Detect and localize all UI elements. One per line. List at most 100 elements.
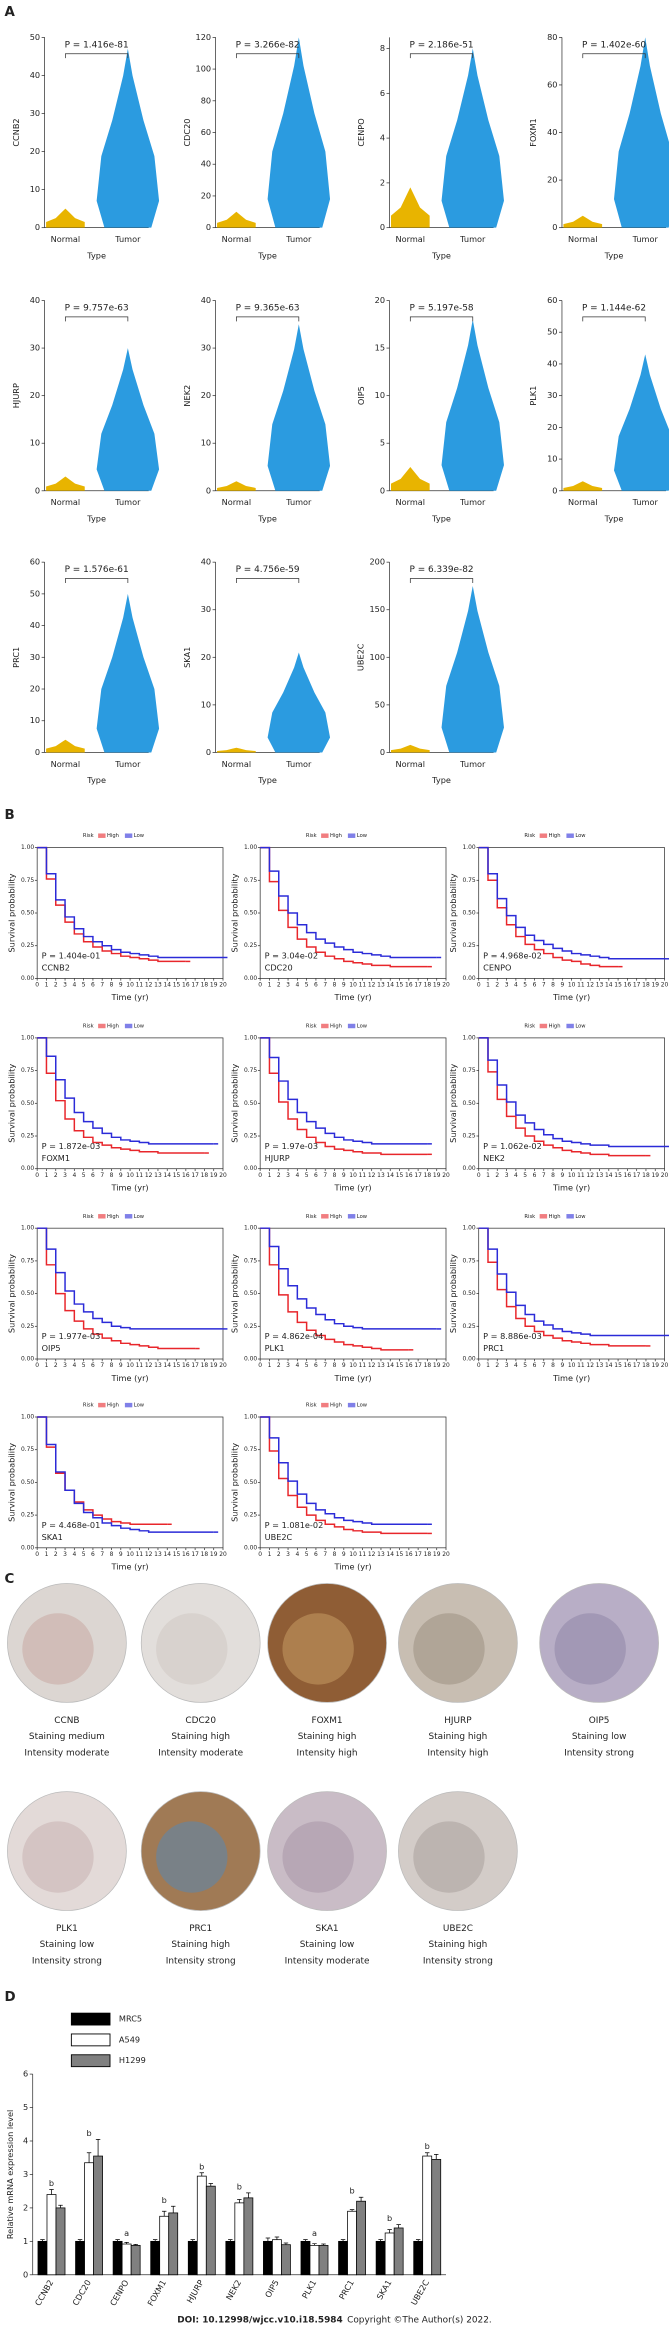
x-tick-label: 4	[72, 1362, 76, 1369]
x-tick-label: 1	[45, 1362, 49, 1369]
x-tick-label: 10	[568, 1172, 576, 1179]
survival-curve	[478, 1227, 665, 1337]
y-tick-label: 20	[375, 295, 385, 305]
x-tick-label: 17	[414, 1172, 422, 1179]
legend-label: Low	[357, 833, 368, 839]
x-tick-label: 16	[182, 982, 190, 989]
bar	[272, 2239, 282, 2276]
x-tick-label: 5	[305, 982, 309, 989]
x-tick-label: 15	[173, 1362, 181, 1369]
gene-label: SKA1	[42, 1532, 63, 1542]
swarm	[390, 467, 430, 491]
tissue-gene: PRC1	[189, 1924, 212, 1934]
x-tick-label: 11	[136, 1362, 144, 1369]
swarm	[563, 215, 603, 228]
y-tick-label: 5	[23, 2102, 28, 2112]
x-tick-label: 1	[268, 1362, 272, 1369]
x-axis-label: Type	[86, 775, 106, 785]
annotation: P = 9.757e-63	[65, 303, 129, 313]
x-tick-label: 19	[210, 1172, 218, 1179]
panel-label: C	[4, 1572, 14, 1587]
legend-label: A549	[119, 2034, 140, 2044]
annotation: P = 4.756e-59	[236, 565, 300, 575]
x-tick-label: 5	[82, 1551, 86, 1558]
x-axis-label: Type	[431, 514, 451, 524]
tissue-staining: Staining medium	[29, 1732, 105, 1742]
x-tick-label: 2	[54, 1362, 58, 1369]
x-tick-label: 14	[163, 1172, 171, 1179]
copyright: Copyright ©The Author(s) 2022.	[347, 2315, 492, 2325]
x-tick-label: 10	[126, 1551, 134, 1558]
error-bar	[415, 2239, 421, 2242]
x-tick-label: 8	[110, 982, 114, 989]
x-tick-label: 12	[368, 1362, 376, 1369]
y-tick-label: 0.50	[462, 1290, 475, 1297]
y-tick-label: 40	[547, 358, 557, 368]
x-tick-label: 13	[377, 1362, 385, 1369]
significance-label: b	[387, 2213, 392, 2223]
x-tick-label: 18	[642, 982, 650, 989]
y-tick-label: 0.75	[21, 1067, 34, 1074]
x-tick-label: 15	[396, 1551, 404, 1558]
y-axis-label: Survival probability	[229, 1254, 239, 1333]
survival-curve	[478, 846, 665, 960]
y-tick-label: 1.00	[462, 844, 475, 851]
x-tick-label: 13	[154, 1551, 162, 1558]
error-bar	[321, 2243, 326, 2246]
panel-label: B	[4, 808, 14, 823]
x-tick-label: 7	[323, 1172, 327, 1179]
tissue-staining: Staining high	[298, 1732, 357, 1742]
x-tick-label: 4	[295, 982, 299, 989]
significance-label: b	[425, 2141, 430, 2151]
y-tick-label: 0.75	[244, 877, 257, 884]
swarm	[563, 481, 603, 491]
bar	[121, 2243, 132, 2276]
x-tick-label: 16	[405, 982, 413, 989]
x-tick-label: 14	[605, 1172, 613, 1179]
x-tick-label: 11	[359, 1362, 367, 1369]
x-tick-label: 4	[295, 1172, 299, 1179]
x-tick-label: 10	[349, 1551, 357, 1558]
x-tick-label: 20	[219, 1172, 227, 1179]
x-tick-label: 17	[414, 982, 422, 989]
x-axis-label: Time (yr)	[552, 1373, 590, 1383]
error-bar	[124, 2241, 129, 2245]
x-tick-label: 16	[182, 1362, 190, 1369]
bar	[393, 2227, 404, 2276]
legend-label: Low	[134, 1023, 145, 1029]
bar	[55, 2207, 66, 2276]
x-tick-label: 18	[642, 1172, 650, 1179]
x-tick-label: 14	[386, 982, 394, 989]
x-axis-label: Time (yr)	[334, 992, 372, 1002]
x-tick-label: 5	[305, 1172, 309, 1179]
survival-curve	[478, 846, 619, 968]
x-tick-label: Tumor	[632, 497, 659, 507]
y-tick-label: 1.00	[21, 1413, 34, 1420]
x-tick-label: Normal	[222, 234, 252, 244]
x-tick-label: 1	[45, 1551, 49, 1558]
x-tick-label: 16	[624, 1172, 632, 1179]
x-tick-label: 16	[182, 1172, 190, 1179]
y-tick-label: 0	[552, 222, 557, 232]
tissue-gene: CCNB	[54, 1716, 79, 1726]
y-tick-label: 1.00	[462, 1225, 475, 1232]
x-axis-label: Type	[257, 775, 277, 785]
y-tick-label: 0.50	[244, 910, 257, 917]
y-tick-label: 50	[30, 32, 40, 42]
y-tick-label: 40	[547, 127, 557, 137]
legend-title: Risk	[83, 833, 94, 839]
x-tick-label: 9	[560, 1362, 564, 1369]
significance-label: b	[49, 2178, 54, 2188]
x-tick-label: 8	[551, 1172, 555, 1179]
legend-swatch	[321, 833, 329, 838]
x-tick-label: 18	[424, 1362, 432, 1369]
survival-curve	[37, 1037, 205, 1154]
x-tick-label: 5	[82, 1172, 86, 1179]
x-tick-label: 17	[414, 1362, 422, 1369]
bar	[384, 2232, 395, 2276]
error-bar	[358, 2196, 364, 2202]
y-tick-label: 0.75	[462, 877, 475, 884]
tissue-gene: PLK1	[56, 1924, 78, 1934]
x-tick-label: 4	[514, 982, 518, 989]
